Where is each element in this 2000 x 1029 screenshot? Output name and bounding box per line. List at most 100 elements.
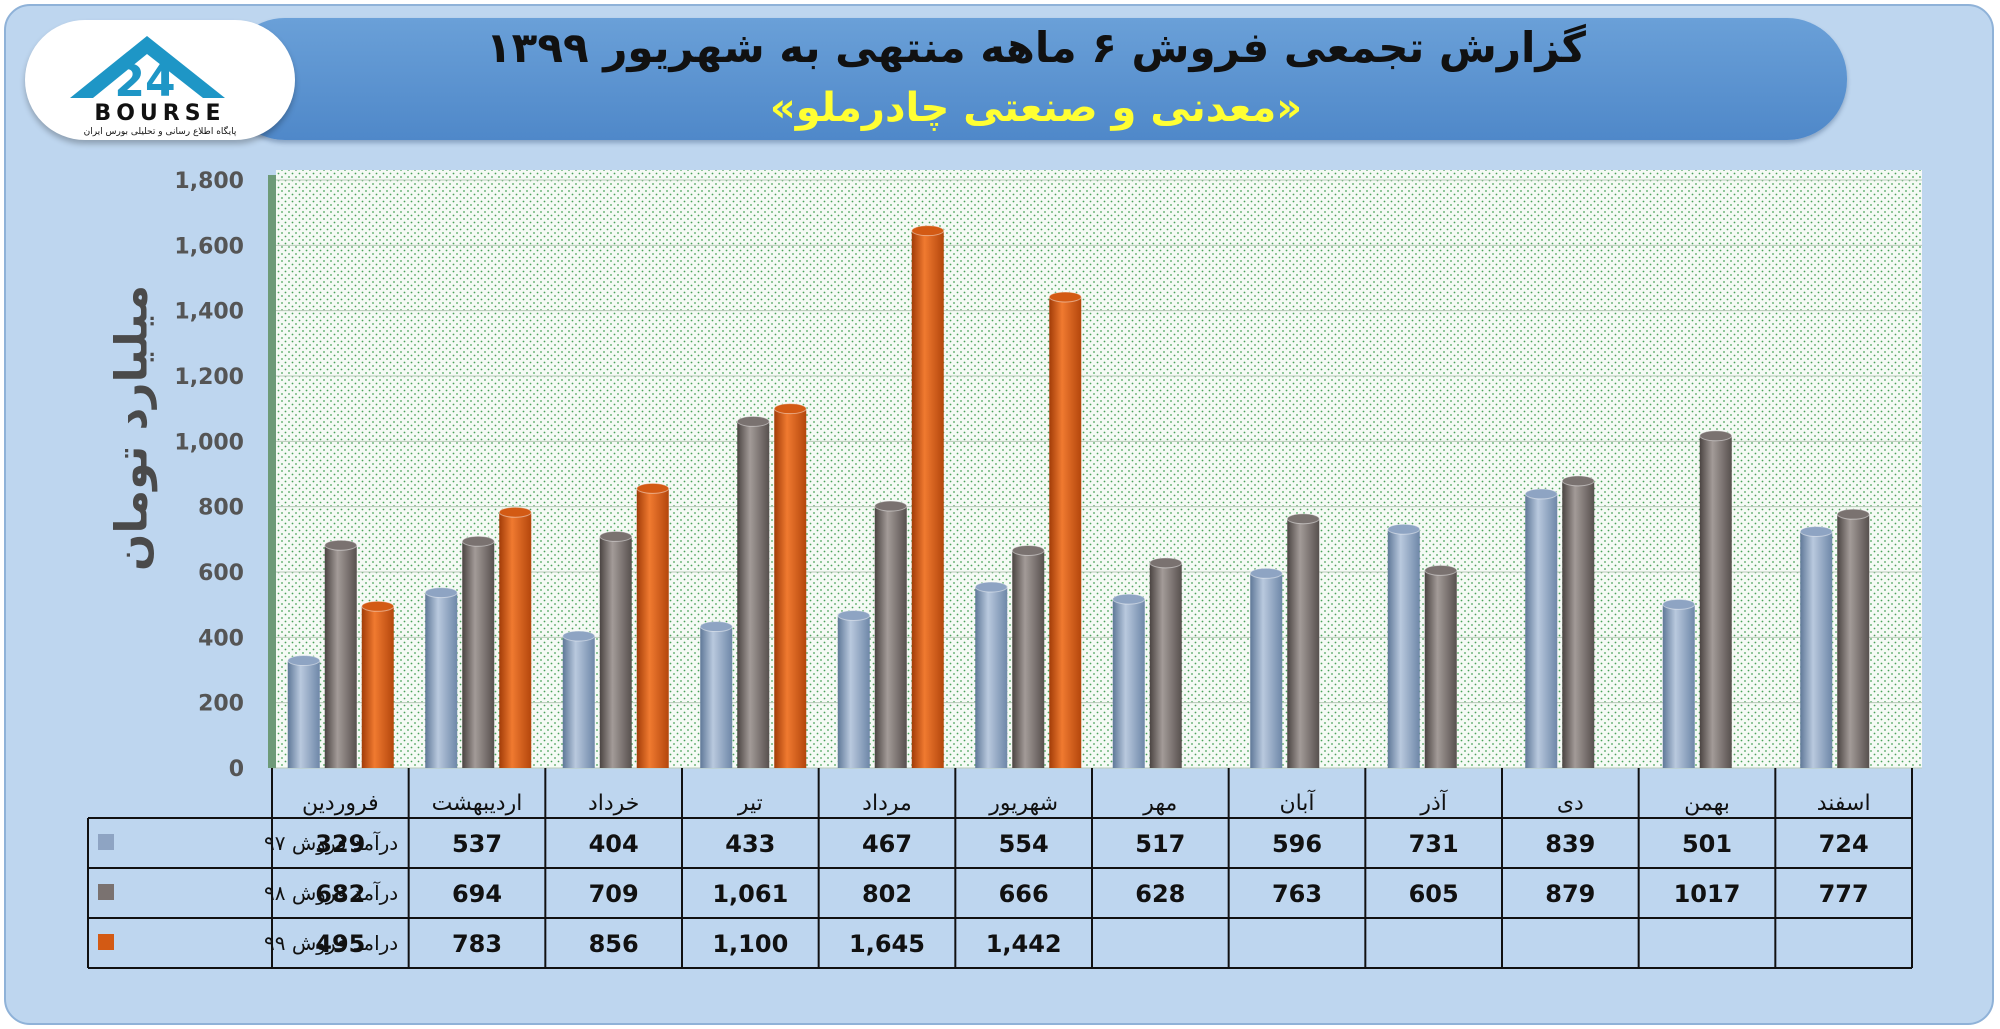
bar [737, 421, 770, 768]
bar [1525, 493, 1558, 768]
bar [636, 488, 669, 768]
bar-top [1048, 291, 1082, 303]
data-label: 802 [862, 880, 912, 908]
data-label: 682 [315, 880, 365, 908]
bar [324, 545, 357, 768]
bar [1149, 562, 1182, 768]
data-label: 879 [1545, 880, 1595, 908]
bar [425, 592, 458, 768]
gridlines [268, 175, 1922, 769]
bar [1049, 296, 1082, 768]
bar [1012, 550, 1045, 768]
legend-label: درامد فروش ۹۹ [264, 931, 398, 955]
data-label: 694 [452, 880, 502, 908]
bar-top [636, 482, 670, 494]
bar-top [1387, 523, 1421, 535]
data-label: 517 [1135, 830, 1185, 858]
data-label: 666 [999, 880, 1049, 908]
data-label: 763 [1272, 880, 1322, 908]
x-tick-label: آذر [1419, 789, 1447, 816]
bar-top [911, 225, 945, 237]
data-label: 1,645 [849, 930, 925, 958]
data-label: 501 [1682, 830, 1732, 858]
bar [599, 536, 632, 768]
svg-text:24: 24 [114, 56, 175, 107]
chart-title: گزارش تجمعی فروش ۶ ماهه منتهی به شهریور … [486, 23, 1586, 72]
y-tick-label: 800 [198, 496, 244, 521]
x-tick-label: اردیبهشت [432, 791, 523, 816]
bar [1837, 514, 1870, 768]
bar [1562, 480, 1595, 768]
data-label: 839 [1545, 830, 1595, 858]
y-tick-label: 1,000 [174, 430, 244, 455]
y-tick-label: 1,800 [174, 169, 244, 194]
bar-top [562, 630, 596, 642]
bar [1424, 570, 1457, 768]
legend-label: درآمد فروش ۹۷ [264, 830, 398, 855]
y-axis-wall [268, 175, 276, 768]
bar-top [287, 655, 321, 667]
bar-top [498, 506, 532, 518]
bar [361, 606, 394, 768]
bar [911, 230, 944, 769]
x-tick-label: مرداد [862, 791, 912, 816]
data-label: 554 [999, 830, 1049, 858]
bar [462, 541, 495, 768]
logo-caption: پایگاه اطلاع رسانی و تحلیلی بورس ایران [84, 125, 237, 137]
x-tick-label: آبان [1279, 789, 1315, 816]
data-label: 433 [725, 830, 775, 858]
data-label: 329 [315, 830, 365, 858]
x-tick-label: تیر [737, 791, 763, 816]
data-label: 709 [589, 880, 639, 908]
bar [1699, 435, 1732, 768]
plot-area [276, 170, 1922, 768]
bar [1250, 573, 1283, 768]
bar-top [1011, 544, 1045, 556]
x-tick-label: مهر [1142, 791, 1177, 816]
bourse-logo-icon: 24 BOURSE پایگاه اطلاع رسانی و تحلیلی بو… [70, 36, 237, 137]
data-label: 777 [1819, 880, 1869, 908]
bar-top [599, 530, 633, 542]
bar [287, 660, 320, 768]
bar [1662, 604, 1695, 768]
data-label: 731 [1409, 830, 1459, 858]
bar-top [1662, 598, 1696, 610]
data-label: 495 [315, 930, 365, 958]
data-label: 783 [452, 930, 502, 958]
x-tick-label: بهمن [1684, 791, 1730, 816]
bar-top [773, 403, 807, 415]
data-label: 1,061 [712, 880, 788, 908]
title-banner [225, 18, 1847, 140]
data-label: 467 [862, 830, 912, 858]
data-label: 628 [1135, 880, 1185, 908]
bar [700, 626, 733, 768]
bar [499, 512, 532, 768]
bar-top [361, 600, 395, 612]
bar [874, 506, 907, 768]
bar-top [424, 587, 458, 599]
data-label: 724 [1819, 830, 1869, 858]
bar-top [837, 609, 871, 621]
bars [287, 225, 1870, 769]
x-tick-label: شهریور [988, 791, 1058, 816]
bar-top [1149, 557, 1183, 569]
bar-top [699, 621, 733, 633]
y-tick-label: 1,200 [174, 365, 244, 390]
y-axis-ticks: 0 200 400 600 800 1,000 1,200 1,400 1,600 1,800 [174, 169, 244, 782]
bar-top [1799, 525, 1833, 537]
x-tick-label: اسفند [1817, 791, 1871, 816]
bar-top [974, 581, 1008, 593]
bar-top [1836, 508, 1870, 520]
y-tick-label: 600 [198, 561, 244, 586]
legend-swatch [98, 834, 114, 850]
bar [1387, 529, 1420, 768]
y-tick-label: 1,400 [174, 300, 244, 325]
x-tick-label: فروردین [302, 791, 379, 816]
bar [562, 636, 595, 768]
bar [1800, 531, 1833, 768]
bar-top [736, 415, 770, 427]
bar-top [324, 539, 358, 551]
bar [1287, 518, 1320, 768]
bar-top [461, 535, 495, 547]
